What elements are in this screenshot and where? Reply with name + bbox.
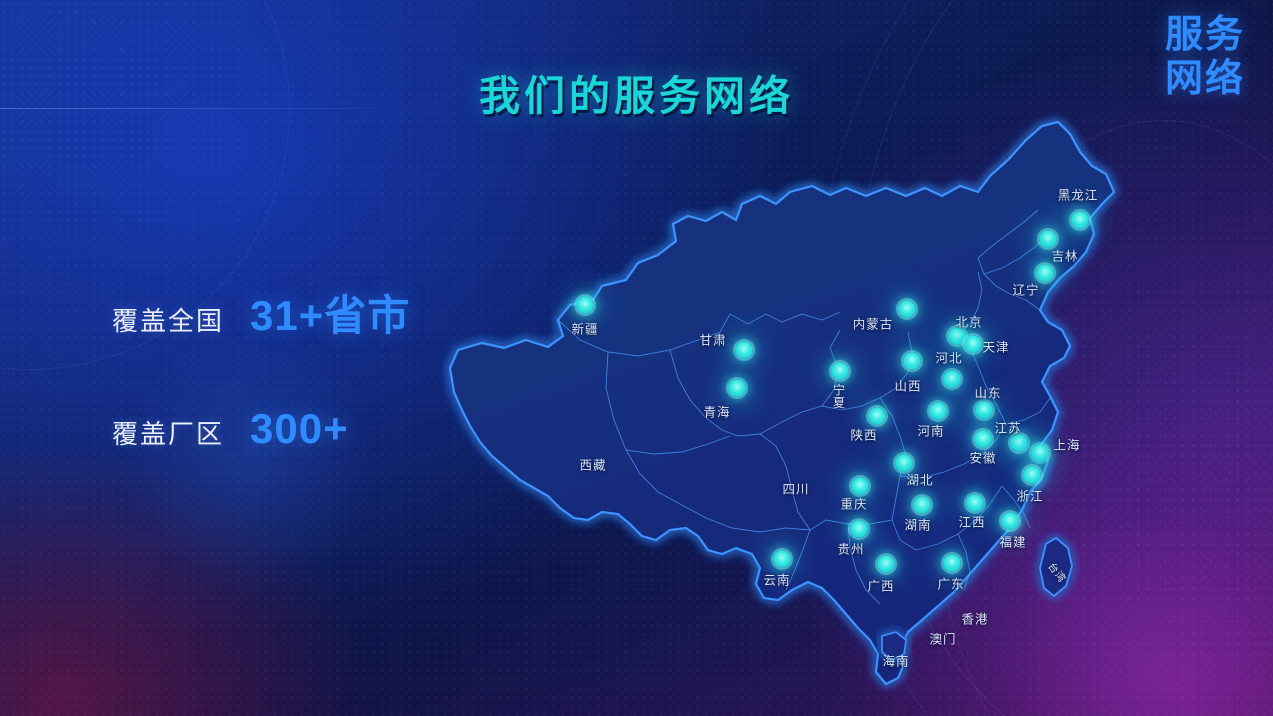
- service-point-dot[interactable]: [948, 327, 966, 345]
- service-point-dot[interactable]: [1010, 434, 1028, 452]
- service-point-dot[interactable]: [1031, 444, 1049, 462]
- service-point-dot[interactable]: [943, 370, 961, 388]
- service-point-dot[interactable]: [868, 407, 886, 425]
- map-province-borders: [557, 209, 1051, 605]
- service-point-dot[interactable]: [735, 341, 753, 359]
- service-point-dot[interactable]: [929, 402, 947, 420]
- service-point-dot[interactable]: [964, 335, 982, 353]
- map-island-taiwan: [1039, 536, 1073, 598]
- service-point-dot[interactable]: [728, 379, 746, 397]
- service-point-dot[interactable]: [966, 494, 984, 512]
- stat-row-factories: 覆盖厂区 300+: [112, 405, 452, 453]
- stat-label-provinces: 覆盖全国: [112, 306, 225, 336]
- service-point-dot[interactable]: [898, 300, 916, 318]
- service-point-dot[interactable]: [975, 401, 993, 419]
- corner-watermark: 服务 网络: [1165, 14, 1245, 101]
- stat-label-factories: 覆盖厂区: [112, 419, 225, 449]
- map-landmass: [448, 120, 1116, 686]
- corner-watermark-line-2: 网络: [1164, 57, 1245, 100]
- service-point-dot[interactable]: [974, 430, 992, 448]
- service-point-dot[interactable]: [1039, 230, 1057, 248]
- stats-panel: 覆盖全国 31+省市 覆盖厂区 300+: [112, 282, 452, 515]
- service-point-dot[interactable]: [943, 554, 961, 572]
- service-point-dot[interactable]: [1001, 512, 1019, 530]
- stat-row-provinces: 覆盖全国 31+省市: [112, 282, 452, 343]
- stat-value-provinces: 31+省市: [250, 292, 411, 339]
- service-point-dot[interactable]: [1036, 264, 1054, 282]
- service-point-dot[interactable]: [895, 454, 913, 472]
- service-point-dot[interactable]: [831, 362, 849, 380]
- service-point-dot[interactable]: [1023, 466, 1041, 484]
- china-map[interactable]: 新疆 西藏 青海 甘肃 宁夏 内蒙古 陕西 山西 河北 北京 天津 山东 河南 江苏 安徽 上海 湖北 浙江 四川重…: [430, 100, 1130, 716]
- service-point-dot[interactable]: [773, 550, 791, 568]
- page-title: 我们的服务网络: [479, 73, 794, 119]
- stat-value-factories: 300+: [250, 405, 349, 452]
- corner-watermark-line-1: 服务: [1164, 14, 1245, 56]
- service-point-dot[interactable]: [850, 520, 868, 538]
- service-point-dot[interactable]: [913, 496, 931, 514]
- service-point-dot[interactable]: [877, 555, 895, 573]
- china-map-svg: [448, 120, 1116, 686]
- service-point-dot[interactable]: [1071, 211, 1089, 229]
- map-island-hainan: [881, 631, 907, 661]
- service-point-dot[interactable]: [576, 296, 594, 314]
- decorative-top-line: [0, 108, 430, 109]
- service-point-dot[interactable]: [851, 477, 869, 495]
- service-point-dot[interactable]: [903, 352, 921, 370]
